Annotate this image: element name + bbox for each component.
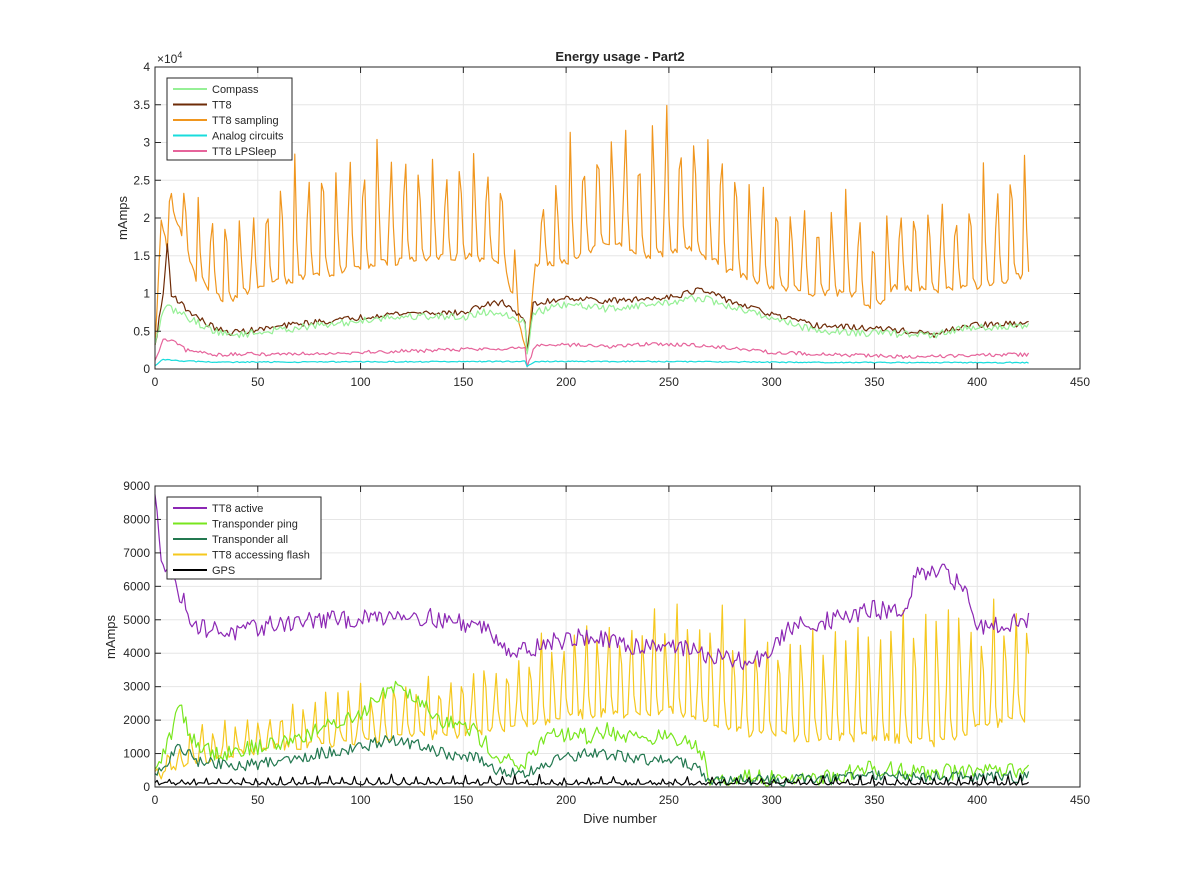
bottom-series-tt8-active bbox=[154, 494, 1030, 671]
top-y-tick-label: 0.5 bbox=[133, 324, 150, 338]
top-y-tick-label: 2.5 bbox=[133, 173, 150, 187]
top-series-compass bbox=[154, 294, 1030, 355]
top-legend: Compass TT8 TT8 sampling Analog circuits TT8… bbox=[166, 77, 293, 161]
top-x-tick-label: 250 bbox=[659, 375, 679, 389]
top-series-group bbox=[154, 104, 1030, 368]
bottom-legend-label-gps: GPS bbox=[212, 565, 235, 577]
top-x-tick-label: 200 bbox=[556, 375, 576, 389]
bottom-ticks: 0 50 100 150 200 250 300 350 400 450 0 1000 2000 3000… bbox=[123, 479, 1090, 807]
bottom-series-transponder-ping bbox=[154, 680, 1030, 787]
bottom-axes: 0 50 100 150 200 250 300 350 400 450 0 1000 2000 3000… bbox=[103, 479, 1090, 826]
top-legend-label-analog-circuits: Analog circuits bbox=[212, 131, 284, 143]
bottom-legend: TT8 active Transponder ping Transponder al… bbox=[166, 496, 322, 580]
top-x-tick-label: 100 bbox=[351, 375, 371, 389]
top-legend-label-tt8-sampling: TT8 sampling bbox=[212, 115, 279, 127]
bottom-x-tick-label: 50 bbox=[251, 793, 265, 807]
bottom-x-tick-label: 150 bbox=[453, 793, 473, 807]
top-y-exponent-base: ×10 bbox=[157, 52, 178, 66]
bottom-y-axis-label: mAmps bbox=[103, 614, 118, 659]
bottom-legend-label-transponder-ping: Transponder ping bbox=[212, 519, 298, 531]
top-series-tt8 bbox=[154, 243, 1029, 352]
bottom-plot-border bbox=[154, 485, 1081, 788]
bottom-legend-label-tt8-active: TT8 active bbox=[212, 503, 263, 515]
top-x-tick-label: 300 bbox=[762, 375, 782, 389]
bottom-y-tick-label: 5000 bbox=[123, 613, 150, 627]
bottom-series-group bbox=[154, 494, 1030, 787]
bottom-x-tick-label: 350 bbox=[864, 793, 884, 807]
top-x-tick-label: 50 bbox=[251, 375, 265, 389]
top-y-tick-label: 1 bbox=[143, 287, 150, 301]
top-y-tick-label: 3.5 bbox=[133, 98, 150, 112]
bottom-y-tick-label: 7000 bbox=[123, 546, 150, 560]
top-y-exponent-power: 4 bbox=[177, 50, 182, 60]
bottom-y-tick-label: 1000 bbox=[123, 747, 150, 761]
top-y-tick-label: 3 bbox=[143, 136, 150, 150]
top-legend-label-compass: Compass bbox=[212, 84, 259, 96]
top-grid bbox=[155, 67, 1080, 369]
bottom-x-tick-label: 400 bbox=[967, 793, 987, 807]
top-axes: 0 50 100 150 200 250 300 350 400 450 0 0.5 1 1.5 2 2.5 3… bbox=[115, 49, 1090, 389]
top-x-tick-label: 350 bbox=[864, 375, 884, 389]
bottom-y-tick-label: 0 bbox=[143, 780, 150, 794]
bottom-x-tick-label: 450 bbox=[1070, 793, 1090, 807]
top-x-tick-label: 0 bbox=[152, 375, 159, 389]
top-x-tick-label: 450 bbox=[1070, 375, 1090, 389]
top-series-tt8-lpsleep bbox=[154, 338, 1030, 368]
top-series-tt8-sampling bbox=[154, 104, 1030, 352]
bottom-y-tick-label: 6000 bbox=[123, 579, 150, 593]
bottom-x-tick-label: 250 bbox=[659, 793, 679, 807]
bottom-y-tick-label: 3000 bbox=[123, 680, 150, 694]
bottom-series-gps bbox=[154, 773, 1029, 786]
bottom-legend-label-tt8-accessing-flash: TT8 accessing flash bbox=[212, 550, 310, 562]
top-legend-label-tt8-lpsleep: TT8 LPSleep bbox=[212, 146, 276, 158]
top-y-tick-label: 1.5 bbox=[133, 249, 150, 263]
bottom-x-axis-label: Dive number bbox=[583, 811, 657, 826]
top-x-tick-label: 400 bbox=[967, 375, 987, 389]
top-y-tick-label: 0 bbox=[143, 362, 150, 376]
top-chart-title: Energy usage - Part2 bbox=[555, 49, 684, 64]
bottom-y-tick-label: 4000 bbox=[123, 646, 150, 660]
bottom-x-tick-label: 100 bbox=[351, 793, 371, 807]
top-legend-label-tt8: TT8 bbox=[212, 100, 232, 112]
top-y-tick-label: 4 bbox=[143, 60, 150, 74]
bottom-x-tick-label: 200 bbox=[556, 793, 576, 807]
top-ticks: 0 50 100 150 200 250 300 350 400 450 0 0.5 1 1.5 2 2.5 3… bbox=[133, 60, 1090, 389]
bottom-legend-label-transponder-all: Transponder all bbox=[212, 534, 288, 546]
top-series-analog-circuits bbox=[154, 358, 1029, 368]
bottom-y-tick-label: 9000 bbox=[123, 479, 150, 493]
bottom-y-tick-label: 8000 bbox=[123, 512, 150, 526]
top-y-tick-label: 2 bbox=[143, 211, 150, 225]
bottom-x-tick-label: 0 bbox=[152, 793, 159, 807]
bottom-series-transponder-all bbox=[154, 735, 1030, 787]
bottom-series-tt8-accessing-flash bbox=[154, 598, 1030, 780]
top-x-tick-label: 150 bbox=[453, 375, 473, 389]
bottom-y-tick-label: 2000 bbox=[123, 713, 150, 727]
bottom-x-tick-label: 300 bbox=[762, 793, 782, 807]
top-y-axis-label: mAmps bbox=[115, 195, 130, 240]
top-y-exponent: ×104 bbox=[157, 50, 182, 66]
